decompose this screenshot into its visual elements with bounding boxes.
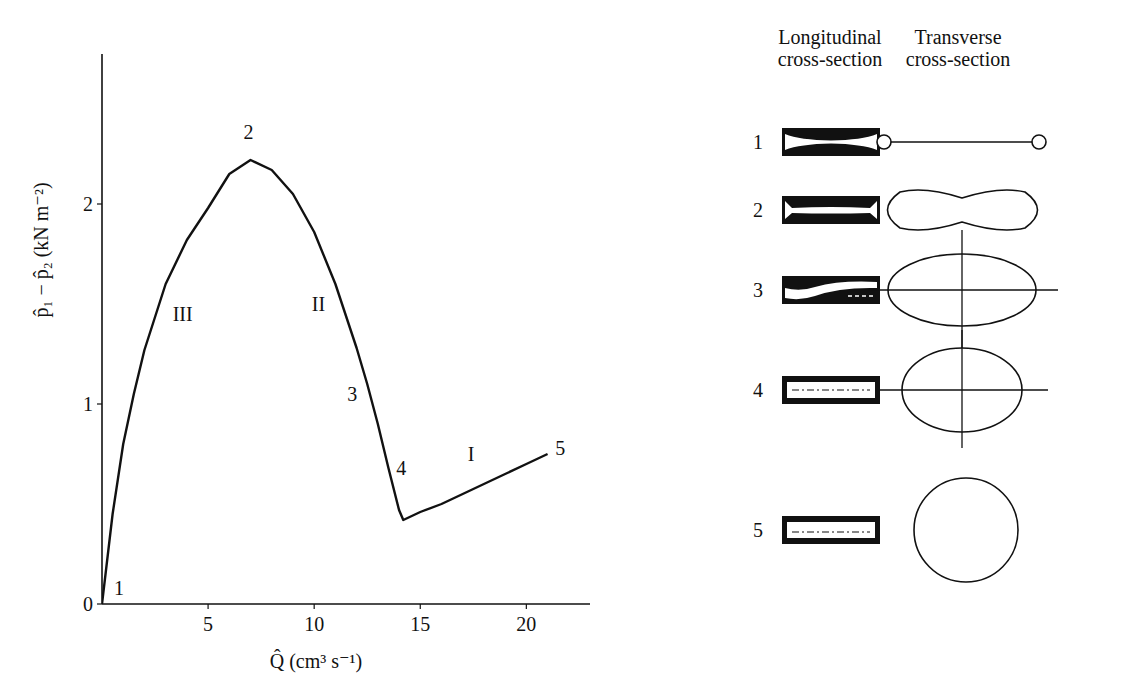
column-header: Transversecross-section [906,26,1010,70]
collapsed-section [888,190,1038,230]
curve-annotation: 5 [555,437,565,459]
y-tick-label: 2 [83,193,93,215]
tube-wall [782,196,880,224]
row-label: 1 [753,131,763,153]
edge-lobe [1032,135,1046,149]
x-tick-label: 10 [304,613,324,635]
y-tick-label: 0 [83,593,93,615]
x-tick [207,604,208,609]
curve [102,160,548,604]
figure: 5101520012Q̂ (cm³ s⁻¹)p̂₁ − p̂₂ (kN m⁻²)… [0,0,1134,698]
diagram-row: 1 [753,128,1046,156]
y-axis-title: p̂₁ − p̂₂ (kN m⁻²) [30,182,53,317]
y-axis [101,54,103,604]
centre-line [848,295,874,297]
x-tick-label: 15 [410,613,430,635]
axis-line [868,289,1058,290]
y-tick-label: 1 [83,393,93,415]
axis-line [961,330,962,448]
x-axis-title: Q̂ (cm³ s⁻¹) [270,649,363,673]
curve-annotation: 4 [396,457,406,479]
x-tick [526,604,527,609]
tube-lumen [785,201,877,219]
curve-annotation: III [173,303,193,325]
tube-lumen [787,382,875,398]
x-tick [314,604,315,609]
tube-wall [782,128,880,156]
x-tick-label: 20 [516,613,536,635]
tube-wall [782,276,880,304]
diagram-row: 4 [753,330,1048,448]
row-label: 3 [753,279,763,301]
column-header: Longitudinalcross-section [778,26,882,70]
tube-lumen [785,282,877,300]
row-label: 2 [753,199,763,221]
centre-line [792,531,870,532]
curve-annotation: II [312,293,325,315]
tube-wall [782,516,880,544]
row-label: 5 [753,519,763,541]
diagram-row: 2 [753,190,1038,230]
row-label: 4 [753,379,763,401]
x-axis [102,603,590,605]
collapsed-section [890,141,1032,143]
x-tick-label: 5 [203,613,213,635]
curve-annotation: 1 [114,577,124,599]
curve-annotation: 2 [243,121,253,143]
y-tick [97,203,102,204]
y-tick [97,603,102,604]
centre-line [792,389,870,390]
diagram-row: 5 [753,478,1018,582]
y-tick [97,403,102,404]
axis-line [878,389,1048,390]
x-tick [420,604,421,609]
curve-annotation: 3 [347,383,357,405]
tube-lumen [785,134,877,150]
tube-wall [782,376,880,404]
tube-lumen [787,522,875,538]
edge-lobe [877,135,891,149]
curve-annotation: I [468,443,475,465]
plot-area [102,160,548,604]
diagram-row: 3 [753,230,1058,348]
circular-section [914,478,1018,582]
